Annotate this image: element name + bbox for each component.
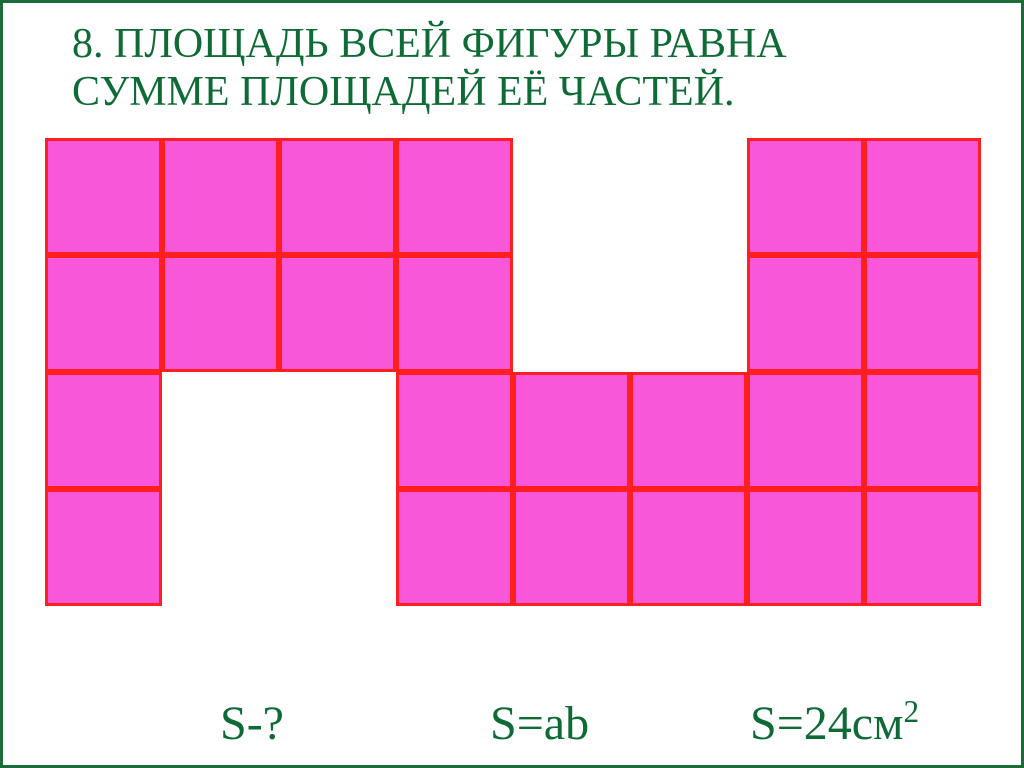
grid-cell [864,489,981,606]
figure-grid [0,0,1024,768]
formula-main: S=ab [490,697,589,750]
grid-cell [45,255,162,372]
grid-cell [396,255,513,372]
formula-label-s_question: S-? [220,696,284,751]
grid-cell [747,372,864,489]
grid-cell [279,138,396,255]
formula-superscript: 2 [903,694,919,729]
formula-main: S-? [220,697,284,750]
grid-cell [864,372,981,489]
grid-cell [864,255,981,372]
grid-cell [747,255,864,372]
grid-cell [630,372,747,489]
grid-cell [513,489,630,606]
grid-cell [747,138,864,255]
grid-cell [162,138,279,255]
grid-cell [513,372,630,489]
formula-label-s_formula: S=ab [490,696,589,751]
grid-cell [45,489,162,606]
grid-cell [45,138,162,255]
grid-cell [279,255,396,372]
grid-cell [396,372,513,489]
grid-cell [747,489,864,606]
grid-cell [162,255,279,372]
grid-cell [864,138,981,255]
grid-cell [396,138,513,255]
formula-label-s_value: S=24см2 [750,696,919,751]
grid-cell [45,372,162,489]
grid-cell [396,489,513,606]
formula-main: S=24см [750,697,903,750]
grid-cell [630,489,747,606]
